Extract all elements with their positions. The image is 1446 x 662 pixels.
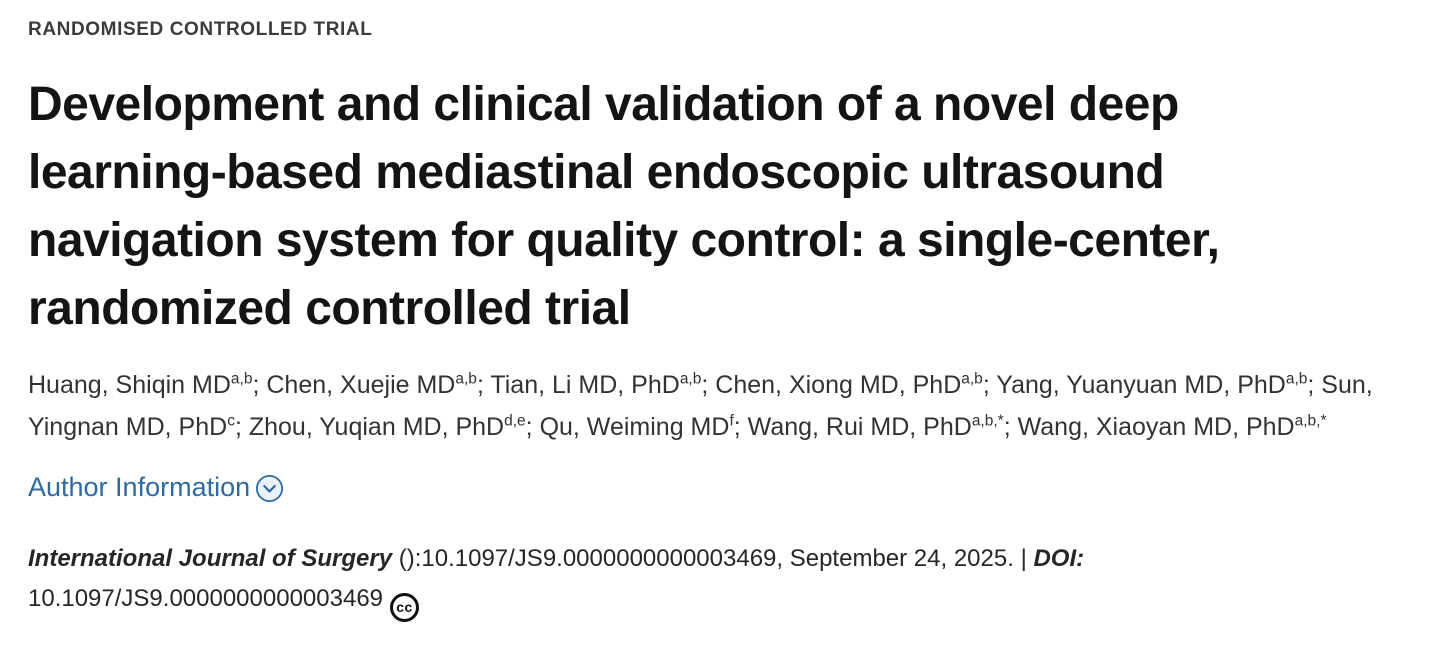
cc-license-icon[interactable]: cc	[390, 592, 420, 622]
author-name-degrees: Zhou, Yuqian MD, PhD	[248, 413, 505, 441]
citation-detail: ():10.1097/JS9.0000000000003469, Septemb…	[398, 545, 1014, 572]
doi-label: DOI:	[1033, 545, 1085, 572]
author: Qu, Weiming MDf;	[540, 413, 748, 441]
author-name-degrees: Yang, Yuanyuan MD, PhD	[996, 371, 1286, 399]
author-information-toggle[interactable]: Author Information	[28, 472, 284, 503]
author-information-label[interactable]: Author Information	[28, 472, 251, 502]
author-name-degrees: Wang, Xiaoyan MD, PhD	[1017, 413, 1295, 441]
author-separator: ;	[525, 413, 540, 441]
article-title-line: navigation system for quality control: a…	[28, 214, 1220, 267]
author: Sun, Yingnan MD, PhDc;	[28, 371, 1373, 441]
author: Chen, Xuejie MDa,b;	[266, 371, 490, 399]
author-separator: ;	[701, 371, 716, 399]
affiliation-superscript: a,b	[961, 370, 983, 388]
author-name-degrees: Qu, Weiming MD	[539, 413, 730, 441]
author-name-degrees: Sun, Yingnan MD, PhD	[28, 371, 1373, 441]
article-title-line: Development and clinical validation of a…	[28, 78, 1179, 131]
author-separator: ;	[1307, 371, 1322, 399]
author-separator: ;	[733, 413, 748, 441]
affiliation-superscript: c	[227, 412, 235, 430]
author-name-degrees: Tian, Li MD, PhD	[490, 371, 680, 399]
affiliation-superscript: f	[729, 412, 734, 430]
citation-separator: |	[1020, 545, 1027, 572]
journal-name: International Journal of Surgery	[28, 545, 393, 572]
author-separator: ;	[1003, 413, 1018, 441]
author-separator: ;	[252, 371, 267, 399]
citation: International Journal of Surgery ():10.1…	[28, 539, 1418, 622]
author-separator: ;	[982, 371, 997, 399]
author-separator: ;	[476, 371, 491, 399]
author-separator: ;	[234, 413, 249, 441]
article-category-label: RANDOMISED CONTROLLED TRIAL	[28, 19, 373, 40]
author: Wang, Rui MD, PhDa,b,*;	[748, 413, 1018, 441]
affiliation-superscript: a,b	[455, 370, 477, 388]
affiliation-superscript: a,b,*	[971, 412, 1004, 430]
doi-with-license: 10.1097/JS9.0000000000003469 cc	[28, 585, 420, 622]
chevron-down-circle-icon[interactable]	[255, 474, 284, 503]
author: Chen, Xiong MD, PhDa,b;	[715, 371, 996, 399]
author-name-degrees: Wang, Rui MD, PhD	[747, 413, 972, 441]
article-header: RANDOMISED CONTROLLED TRIAL Development …	[28, 19, 1418, 622]
article-title-line: randomized controlled trial	[28, 282, 631, 335]
author-name-degrees: Chen, Xuejie MD	[266, 371, 456, 399]
author-name-degrees: Chen, Xiong MD, PhD	[715, 371, 962, 399]
affiliation-superscript: a,b	[1285, 370, 1308, 388]
article-title-line: learning-based mediastinal endoscopic ul…	[28, 146, 1165, 199]
author: Huang, Shiqin MDa,b;	[28, 371, 266, 399]
doi-value: 10.1097/JS9.0000000000003469	[28, 585, 384, 612]
author-name-degrees: Huang, Shiqin MD	[28, 371, 231, 399]
affiliation-superscript: a,b,*	[1294, 412, 1327, 430]
author-list: Huang, Shiqin MDa,b; Chen, Xuejie MDa,b;…	[28, 364, 1418, 448]
article-title: Development and clinical validation of a…	[28, 71, 1418, 343]
author: Yang, Yuanyuan MD, PhDa,b;	[996, 371, 1321, 399]
affiliation-superscript: a,b	[679, 370, 702, 388]
author: Tian, Li MD, PhDa,b;	[490, 371, 715, 399]
author: Zhou, Yuqian MD, PhDd,e;	[249, 413, 540, 441]
affiliation-superscript: a,b	[230, 370, 253, 388]
affiliation-superscript: d,e	[504, 412, 526, 430]
author: Wang, Xiaoyan MD, PhDa,b,*	[1018, 413, 1327, 441]
